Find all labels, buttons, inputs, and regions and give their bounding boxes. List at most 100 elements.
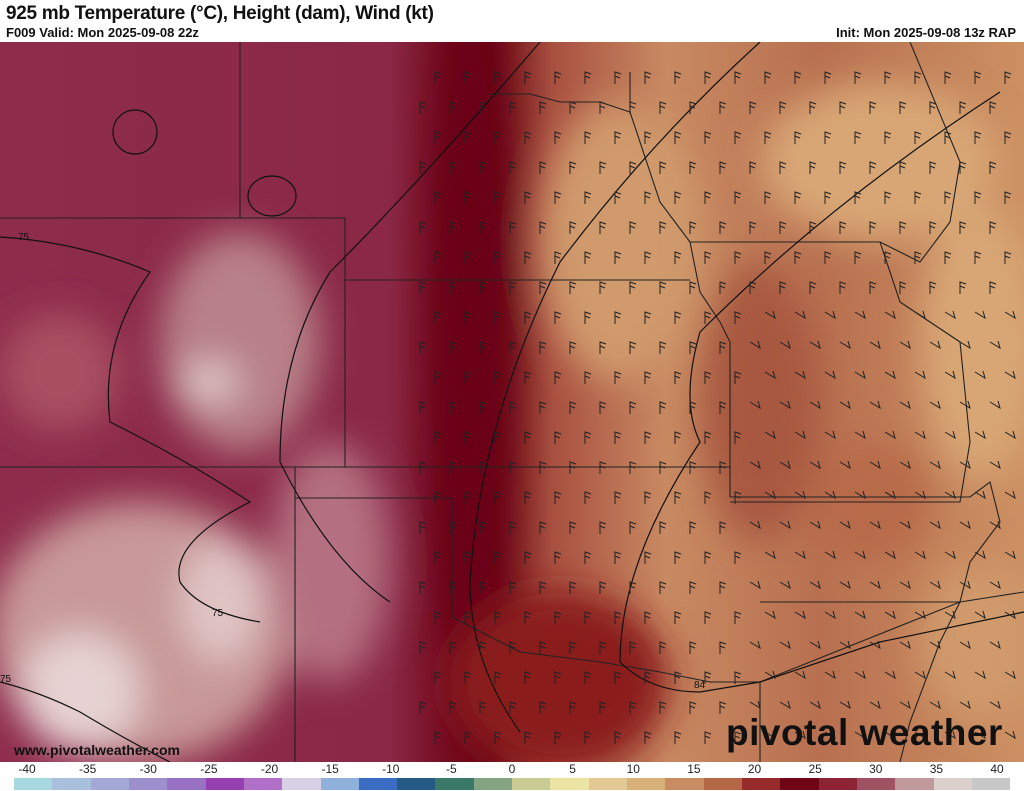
wind-barb (464, 551, 472, 564)
colorbar-swatch (550, 778, 589, 790)
wind-barb (1004, 490, 1016, 500)
wind-barb (989, 281, 997, 294)
wind-barb (689, 341, 697, 354)
wind-barb (719, 221, 727, 234)
wind-barb (914, 730, 926, 740)
wind-barb (974, 71, 982, 84)
wind-barb (779, 400, 791, 410)
wind-barb (959, 460, 971, 470)
wind-barb (779, 340, 791, 350)
wind-barb (689, 401, 697, 414)
wind-barb (554, 551, 562, 564)
wind-barb (614, 251, 622, 264)
wind-barb (629, 461, 637, 474)
wind-barb (794, 430, 806, 440)
wind-barb (779, 580, 791, 590)
wind-barb (929, 340, 941, 350)
wind-barb (539, 401, 547, 414)
wind-barb (569, 581, 577, 594)
wind-barb (659, 341, 667, 354)
wind-barb (554, 731, 562, 744)
wind-barb (434, 371, 442, 384)
wind-barb (1004, 670, 1016, 680)
wind-barb (434, 731, 442, 744)
wind-barb (524, 71, 532, 84)
wind-barb (689, 161, 697, 174)
wind-barb (974, 490, 986, 500)
wind-barb (764, 191, 772, 204)
wind-barb (659, 161, 667, 174)
wind-barb (959, 580, 971, 590)
wind-barb (629, 101, 637, 114)
wind-barb (434, 671, 442, 684)
wind-barb (644, 491, 652, 504)
wind-barb (749, 520, 761, 530)
wind-barb (539, 161, 547, 174)
wind-barb (854, 71, 862, 84)
wind-barb (539, 701, 547, 714)
colorbar-swatch (933, 778, 972, 790)
wind-barb (599, 401, 607, 414)
wind-barb (584, 191, 592, 204)
wind-barb (779, 520, 791, 530)
wind-barb (644, 251, 652, 264)
wind-barb (569, 221, 577, 234)
wind-barb (464, 311, 472, 324)
wind-barb (899, 640, 911, 650)
wind-barb (869, 580, 881, 590)
wind-barb (764, 430, 776, 440)
wind-barb (689, 221, 697, 234)
wind-barb (884, 131, 892, 144)
colorbar-swatch (52, 778, 91, 790)
wind-barb (779, 460, 791, 470)
wind-barb (794, 610, 806, 620)
colorbar-label: 20 (747, 762, 762, 776)
wind-barb (959, 520, 971, 530)
wind-barb (629, 401, 637, 414)
colorbar-label: 0 (508, 762, 516, 776)
wind-barb (419, 461, 427, 474)
wind-barb (689, 461, 697, 474)
wind-barb (899, 281, 907, 294)
wind-barb (959, 400, 971, 410)
wind-barb (494, 671, 502, 684)
wind-barb (929, 161, 937, 174)
wind-barb (674, 611, 682, 624)
wind-barb (584, 71, 592, 84)
wind-barb (704, 311, 712, 324)
wind-barb (674, 551, 682, 564)
colorbar-label: -40 (18, 762, 36, 776)
colorbar-swatch (397, 778, 436, 790)
wind-barb (764, 310, 776, 320)
wind-barb (419, 101, 427, 114)
map-title: 925 mb Temperature (°C), Height (dam), W… (6, 3, 434, 24)
wind-barb (824, 670, 836, 680)
wind-barb (854, 610, 866, 620)
wind-barb (989, 340, 1001, 350)
height-contours (0, 42, 1024, 762)
wind-barb (779, 101, 787, 114)
wind-barb (554, 191, 562, 204)
wind-barb (449, 461, 457, 474)
wind-barb (749, 340, 761, 350)
wind-barb (644, 551, 652, 564)
wind-barb (884, 191, 892, 204)
wind-barb (764, 730, 776, 740)
wind-barb (944, 490, 956, 500)
wind-barb (944, 71, 952, 84)
wind-barb (869, 101, 877, 114)
wind-barb (929, 400, 941, 410)
wind-barb (614, 731, 622, 744)
wind-barb (419, 341, 427, 354)
wind-barb (809, 281, 817, 294)
wind-barb (509, 101, 517, 114)
wind-barb (1004, 610, 1016, 620)
wind-barb (779, 161, 787, 174)
wind-barb (674, 191, 682, 204)
wind-barb (764, 490, 776, 500)
wind-barb (494, 371, 502, 384)
wind-barb (839, 400, 851, 410)
wind-barb (464, 71, 472, 84)
wind-barb (824, 550, 836, 560)
wind-barb (584, 671, 592, 684)
